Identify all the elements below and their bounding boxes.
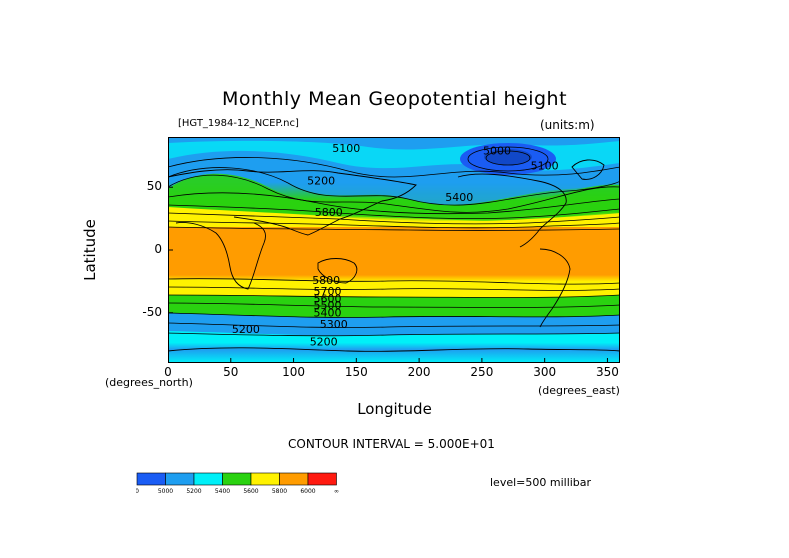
y-tick-label: 50 bbox=[146, 179, 162, 194]
tropical-high-band bbox=[168, 227, 620, 275]
contour-line bbox=[168, 212, 620, 225]
legend-label: 5800 bbox=[272, 488, 287, 495]
legend-label: 5400 bbox=[215, 488, 230, 495]
x-tick-label: 50 bbox=[223, 365, 239, 379]
legend-label: 5200 bbox=[186, 488, 201, 495]
contour-label: 5400 bbox=[445, 191, 473, 204]
legend-label: 5000 bbox=[158, 488, 173, 495]
north-blue-low bbox=[168, 137, 620, 150]
legend-swatch bbox=[136, 472, 166, 486]
contour-line bbox=[168, 220, 620, 229]
y-tick-label: 0 bbox=[154, 242, 162, 256]
x-tick-label: 150 bbox=[344, 365, 368, 379]
legend-swatch bbox=[193, 472, 223, 486]
coastline-eurasia bbox=[168, 169, 417, 236]
legend-swatches bbox=[136, 472, 337, 486]
contour-line bbox=[168, 286, 620, 291]
legend-swatch bbox=[279, 472, 309, 486]
contour-line bbox=[168, 278, 620, 285]
contour-interval-label: CONTOUR INTERVAL = 5.000E+01 bbox=[288, 437, 495, 451]
contour-label: 5700 bbox=[313, 285, 341, 298]
legend-label: 0 bbox=[136, 488, 139, 495]
contour-label: 5200 bbox=[307, 175, 335, 188]
color-legend: 0 5000 5200 5400 5600 5800 6000 ∞ bbox=[136, 472, 339, 495]
contour-line bbox=[168, 294, 620, 298]
x-tick-label: 0 bbox=[164, 365, 172, 379]
contour-line bbox=[168, 332, 620, 337]
legend-label: 5600 bbox=[243, 488, 258, 495]
coastline-antarctica bbox=[168, 347, 620, 352]
x-tick-label: 200 bbox=[407, 365, 431, 379]
legend-swatch bbox=[165, 472, 195, 486]
contour-label: 5000 bbox=[483, 145, 511, 158]
green-wave-south bbox=[168, 295, 620, 318]
contour-label: 5300 bbox=[320, 318, 348, 331]
contour-label: 5200 bbox=[232, 323, 260, 336]
contour-label: 5400 bbox=[313, 307, 341, 320]
x-tick-label: 100 bbox=[282, 365, 305, 379]
legend-swatch bbox=[222, 472, 252, 486]
contour-line bbox=[168, 226, 620, 231]
contour-label: 5100 bbox=[332, 142, 360, 155]
contour-label: 5800 bbox=[315, 206, 343, 219]
y-axis-label: Latitude bbox=[81, 219, 99, 281]
x-tick-label: 250 bbox=[470, 365, 494, 379]
deep-low-core bbox=[484, 149, 532, 165]
contour-line bbox=[485, 150, 531, 166]
y-units-label: (degrees_north) bbox=[105, 376, 193, 389]
contour-line bbox=[168, 157, 620, 178]
contour-line bbox=[467, 146, 549, 172]
x-units-label: (degrees_east) bbox=[538, 384, 620, 397]
geopotential-map: 5100 500051005200540058005800570056005500… bbox=[168, 137, 620, 363]
coastline-greenland bbox=[571, 159, 605, 180]
legend-label: ∞ bbox=[334, 488, 339, 495]
y-tick-label: -50 bbox=[142, 304, 162, 319]
contour-label: 5500 bbox=[313, 299, 341, 312]
yellow-wave-south bbox=[168, 278, 620, 298]
legend-labels: 0 5000 5200 5400 5600 5800 6000 ∞ bbox=[136, 488, 339, 495]
coastline-south-america bbox=[539, 248, 571, 328]
coastline-africa bbox=[175, 222, 266, 290]
contour-label: 5800 bbox=[312, 274, 340, 287]
legend-swatch bbox=[307, 472, 337, 486]
coastline-australia bbox=[317, 258, 358, 284]
x-axis-label: Longitude bbox=[357, 400, 432, 418]
x-tick-label: 350 bbox=[595, 365, 619, 379]
contour-line bbox=[168, 312, 620, 318]
contour-line bbox=[168, 322, 620, 328]
blue-band-south bbox=[168, 313, 620, 336]
contour-line bbox=[168, 192, 620, 215]
contour-labels: 5100 500051005200540058005800570056005500… bbox=[232, 142, 559, 348]
contour-label: 5200 bbox=[310, 335, 338, 348]
contour-label: 5100 bbox=[531, 160, 559, 173]
contour-line bbox=[168, 167, 620, 206]
file-name-label: [HGT_1984-12_NCEP.nc] bbox=[178, 118, 299, 129]
level-label: level=500 millibar bbox=[490, 476, 592, 489]
contour-line bbox=[168, 204, 620, 220]
units-label: (units:m) bbox=[540, 118, 595, 132]
legend-swatch bbox=[250, 472, 280, 486]
x-tick-label: 300 bbox=[533, 365, 557, 379]
coastlines bbox=[168, 159, 620, 352]
legend-label: 6000 bbox=[300, 488, 315, 495]
chart-title: Monthly Mean Geopotential height bbox=[221, 88, 568, 110]
contour-label: 5600 bbox=[313, 293, 341, 306]
coastline-north-america bbox=[457, 173, 567, 248]
